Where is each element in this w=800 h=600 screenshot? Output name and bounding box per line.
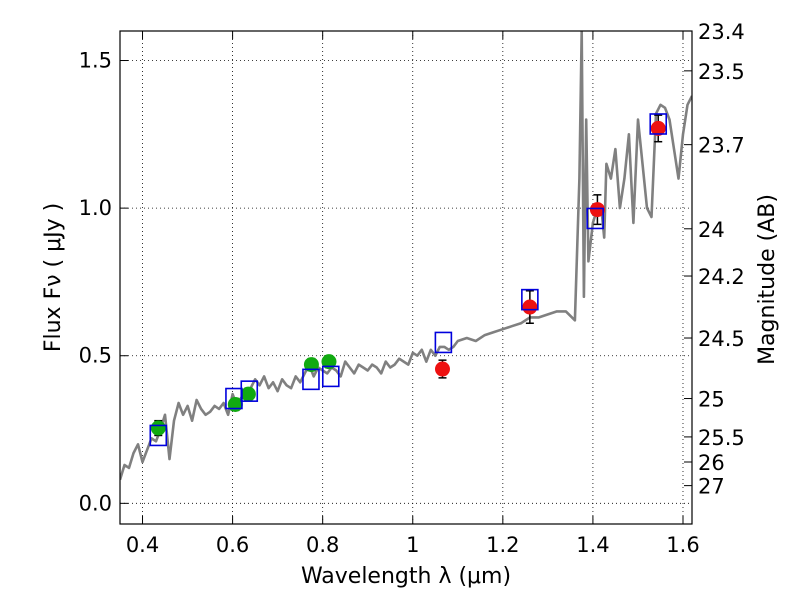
y-tick-label: 1.5 <box>79 49 112 73</box>
y-tick-label: 0.0 <box>79 491 112 515</box>
infrared-data-point <box>434 361 450 377</box>
x-tick-label: 0.6 <box>216 533 249 557</box>
mag-tick-label: 24.2 <box>698 265 745 289</box>
optical-data-point <box>303 357 319 373</box>
mag-tick-label: 23.5 <box>698 60 745 84</box>
infrared-data-point <box>650 120 666 136</box>
mag-tick-label: 25.5 <box>698 426 745 450</box>
plot-frame <box>119 30 693 525</box>
grid-lines <box>120 31 692 524</box>
model-square-point <box>434 331 453 354</box>
model-square-point <box>321 365 340 388</box>
x-tick-label: 1.6 <box>666 533 699 557</box>
mag-tick-label: 24 <box>698 218 725 242</box>
x-tick-label: 1.2 <box>486 533 519 557</box>
axis-ticks: 0.4 0.6 0.8 1 1.2 1.4 1.6 0.0 0.5 1.0 1.5 23.4 23.5 2… <box>79 20 745 557</box>
model-square-point <box>302 368 320 391</box>
y-tick-label: 0.5 <box>79 344 112 368</box>
y-axis-label: Flux Fν ( μJy ) <box>41 203 66 352</box>
x-tick-label: 1.4 <box>576 533 609 557</box>
mag-tick-label: 26 <box>698 451 725 475</box>
magnitude-axis-label: Magnitude (AB) <box>755 194 780 365</box>
x-tick-label: 1 <box>406 533 419 557</box>
model-square-point <box>149 424 168 447</box>
infrared-data-point <box>522 299 538 315</box>
model-square-point <box>649 113 668 135</box>
mag-tick-label: 27 <box>698 475 725 499</box>
optical-data-point <box>321 354 337 370</box>
x-tick-label: 0.4 <box>126 533 159 557</box>
infrared-data-point <box>589 202 605 218</box>
x-axis-label: Wavelength λ (μm) <box>301 564 511 589</box>
model-square-point <box>586 207 604 230</box>
mag-tick-label: 23.4 <box>698 20 745 44</box>
mag-tick-label: 24.5 <box>698 327 745 351</box>
mag-tick-label: 23.7 <box>698 134 745 158</box>
model-spectrum-line <box>120 31 692 481</box>
optical-data-point <box>150 420 166 436</box>
optical-data-point <box>240 386 256 402</box>
x-tick-label: 0.8 <box>306 533 339 557</box>
y-tick-label: 1.0 <box>79 196 112 220</box>
mag-tick-label: 25 <box>698 388 725 412</box>
model-square-point <box>240 380 259 402</box>
series-layer <box>120 31 692 481</box>
model-square-point <box>521 288 539 311</box>
